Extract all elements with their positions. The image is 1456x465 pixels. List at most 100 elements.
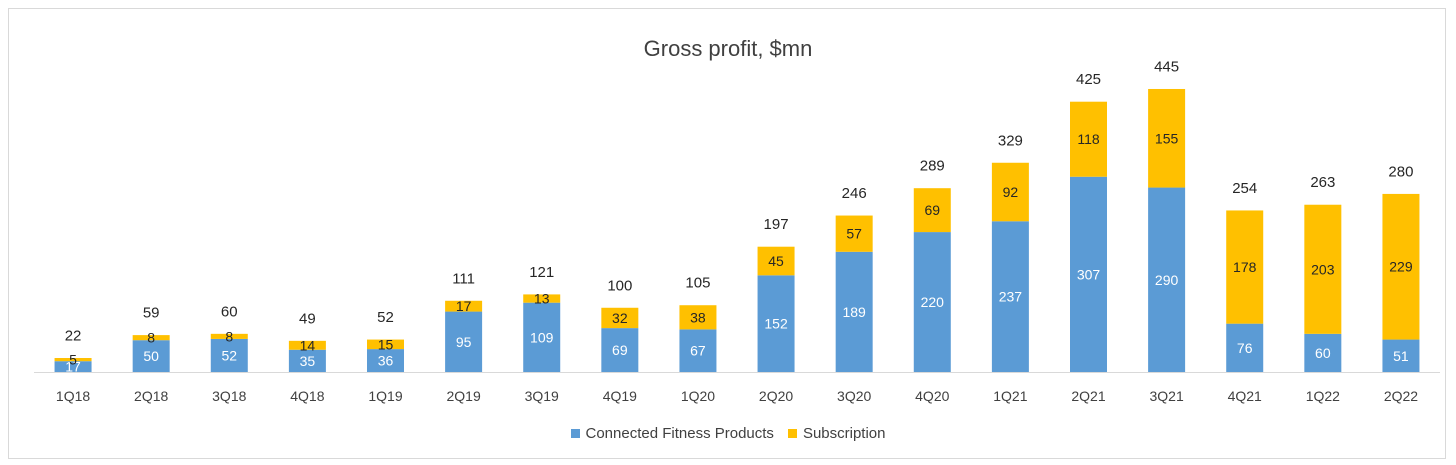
bar-subscription-3Q18 bbox=[210, 333, 248, 339]
total-label-4Q18: 49 bbox=[299, 310, 316, 327]
total-label-2Q20: 197 bbox=[764, 216, 789, 233]
bar-connected-fitness-4Q19 bbox=[601, 328, 639, 372]
total-label-4Q19: 100 bbox=[607, 277, 632, 294]
total-label-1Q22: 263 bbox=[1310, 174, 1335, 191]
bar-connected-fitness-2Q19 bbox=[445, 311, 483, 372]
data-label-subscription-4Q20: 69 bbox=[924, 202, 940, 218]
x-tick-label-4Q18: 4Q18 bbox=[290, 388, 324, 404]
data-label-subscription-1Q19: 15 bbox=[378, 336, 394, 352]
x-tick-label-3Q21: 3Q21 bbox=[1149, 388, 1183, 404]
data-label-subscription-2Q22: 229 bbox=[1389, 259, 1413, 275]
data-label-subscription-4Q19: 32 bbox=[612, 310, 628, 326]
bar-subscription-4Q21 bbox=[1226, 210, 1264, 324]
data-label-connected-fitness-3Q18: 52 bbox=[221, 347, 237, 363]
data-label-subscription-2Q21: 118 bbox=[1077, 131, 1100, 147]
data-label-connected-fitness-4Q21: 76 bbox=[1237, 340, 1253, 356]
total-label-1Q19: 52 bbox=[377, 309, 394, 326]
x-tick-label-4Q21: 4Q21 bbox=[1228, 388, 1262, 404]
legend: Connected Fitness Products Subscription bbox=[9, 425, 1447, 442]
bar-connected-fitness-4Q18 bbox=[288, 349, 326, 372]
x-tick-label-4Q20: 4Q20 bbox=[915, 388, 949, 404]
data-label-connected-fitness-2Q20: 152 bbox=[764, 316, 788, 332]
data-label-subscription-4Q21: 178 bbox=[1233, 259, 1257, 275]
data-label-subscription-1Q22: 203 bbox=[1311, 261, 1335, 277]
x-tick-label-3Q20: 3Q20 bbox=[837, 388, 871, 404]
bar-subscription-4Q20 bbox=[913, 188, 951, 233]
data-label-connected-fitness-1Q19: 36 bbox=[378, 353, 394, 369]
bar-subscription-1Q22 bbox=[1304, 204, 1342, 334]
data-label-connected-fitness-2Q19: 95 bbox=[456, 334, 472, 350]
bar-subscription-2Q18 bbox=[132, 335, 170, 341]
x-tick-label-1Q18: 1Q18 bbox=[56, 388, 90, 404]
x-tick-label-1Q20: 1Q20 bbox=[681, 388, 715, 404]
x-tick-label-2Q19: 2Q19 bbox=[446, 388, 480, 404]
x-tick-label-2Q20: 2Q20 bbox=[759, 388, 793, 404]
bar-connected-fitness-3Q18 bbox=[210, 338, 248, 372]
x-tick-label-3Q19: 3Q19 bbox=[525, 388, 559, 404]
data-label-subscription-3Q20: 57 bbox=[846, 226, 862, 242]
bar-connected-fitness-1Q20 bbox=[679, 329, 717, 372]
data-label-subscription-2Q20: 45 bbox=[768, 253, 784, 269]
bar-connected-fitness-3Q20 bbox=[835, 251, 873, 372]
data-label-connected-fitness-3Q21: 290 bbox=[1155, 272, 1179, 288]
data-label-connected-fitness-4Q19: 69 bbox=[612, 342, 628, 358]
data-label-connected-fitness-2Q21: 307 bbox=[1077, 266, 1101, 282]
chart-frame: Gross profit, $mn 17 5 22 1Q18 50 8 59 2Q18 52 8 6… bbox=[8, 8, 1446, 459]
bar-connected-fitness-2Q22 bbox=[1382, 339, 1420, 372]
legend-item-connected-fitness: Connected Fitness Products bbox=[570, 425, 774, 442]
total-label-3Q18: 60 bbox=[221, 303, 238, 320]
bar-subscription-4Q18 bbox=[288, 340, 326, 350]
data-label-connected-fitness-2Q18: 50 bbox=[143, 348, 159, 364]
legend-swatch-connected-fitness bbox=[570, 429, 580, 438]
total-label-4Q20: 289 bbox=[920, 158, 945, 175]
bar-subscription-1Q18 bbox=[54, 358, 92, 362]
chart-title: Gross profit, $mn bbox=[643, 36, 813, 61]
legend-label-subscription: Subscription bbox=[802, 425, 886, 442]
data-label-subscription-1Q20: 38 bbox=[690, 309, 706, 325]
data-label-subscription-4Q18: 14 bbox=[300, 337, 316, 353]
bar-connected-fitness-3Q19 bbox=[523, 302, 561, 372]
total-label-1Q20: 105 bbox=[685, 275, 710, 292]
bar-subscription-2Q20 bbox=[757, 246, 795, 276]
data-label-subscription-3Q21: 155 bbox=[1155, 130, 1179, 146]
x-tick-label-3Q18: 3Q18 bbox=[212, 388, 246, 404]
total-label-2Q21: 425 bbox=[1076, 71, 1101, 88]
bar-connected-fitness-2Q21 bbox=[1070, 176, 1107, 372]
x-tick-label-1Q22: 1Q22 bbox=[1306, 388, 1340, 404]
bar-subscription-1Q20 bbox=[679, 305, 717, 330]
bar-subscription-2Q22 bbox=[1382, 193, 1420, 340]
bar-subscription-2Q19 bbox=[445, 300, 483, 312]
bar-subscription-3Q21 bbox=[1148, 88, 1186, 188]
data-label-subscription-1Q21: 92 bbox=[1003, 184, 1019, 200]
bar-connected-fitness-1Q21 bbox=[991, 221, 1029, 372]
data-label-subscription-2Q19: 17 bbox=[456, 298, 472, 314]
legend-item-subscription: Subscription bbox=[787, 425, 886, 442]
bar-subscription-3Q19 bbox=[523, 294, 561, 303]
x-tick-label-2Q21: 2Q21 bbox=[1071, 388, 1105, 404]
data-label-subscription-1Q18: 5 bbox=[69, 352, 77, 368]
x-tick-label-2Q22: 2Q22 bbox=[1384, 388, 1418, 404]
legend-label-connected-fitness: Connected Fitness Products bbox=[585, 425, 774, 442]
data-label-subscription-3Q18: 8 bbox=[225, 328, 233, 344]
bar-connected-fitness-4Q20 bbox=[913, 232, 951, 372]
data-label-connected-fitness-4Q20: 220 bbox=[921, 294, 945, 310]
bar-connected-fitness-2Q20 bbox=[757, 275, 795, 372]
total-label-4Q21: 254 bbox=[1232, 180, 1257, 197]
total-label-3Q21: 445 bbox=[1154, 58, 1179, 75]
bar-subscription-3Q20 bbox=[835, 215, 873, 252]
total-label-2Q18: 59 bbox=[143, 305, 160, 322]
bar-connected-fitness-3Q21 bbox=[1148, 187, 1186, 372]
bar-connected-fitness-1Q22 bbox=[1304, 333, 1342, 372]
total-label-1Q18: 22 bbox=[65, 328, 82, 345]
data-label-subscription-3Q19: 13 bbox=[534, 291, 550, 307]
data-label-connected-fitness-3Q20: 189 bbox=[842, 304, 866, 320]
x-tick-label-2Q18: 2Q18 bbox=[134, 388, 168, 404]
x-tick-label-4Q19: 4Q19 bbox=[603, 388, 637, 404]
bar-connected-fitness-2Q18 bbox=[132, 340, 170, 372]
bar-connected-fitness-4Q21 bbox=[1226, 323, 1264, 372]
total-label-2Q22: 280 bbox=[1388, 163, 1413, 180]
total-label-3Q19: 121 bbox=[529, 264, 554, 281]
x-tick-label-1Q19: 1Q19 bbox=[368, 388, 402, 404]
x-tick-label-1Q21: 1Q21 bbox=[993, 388, 1027, 404]
data-label-connected-fitness-1Q20: 67 bbox=[690, 343, 706, 359]
